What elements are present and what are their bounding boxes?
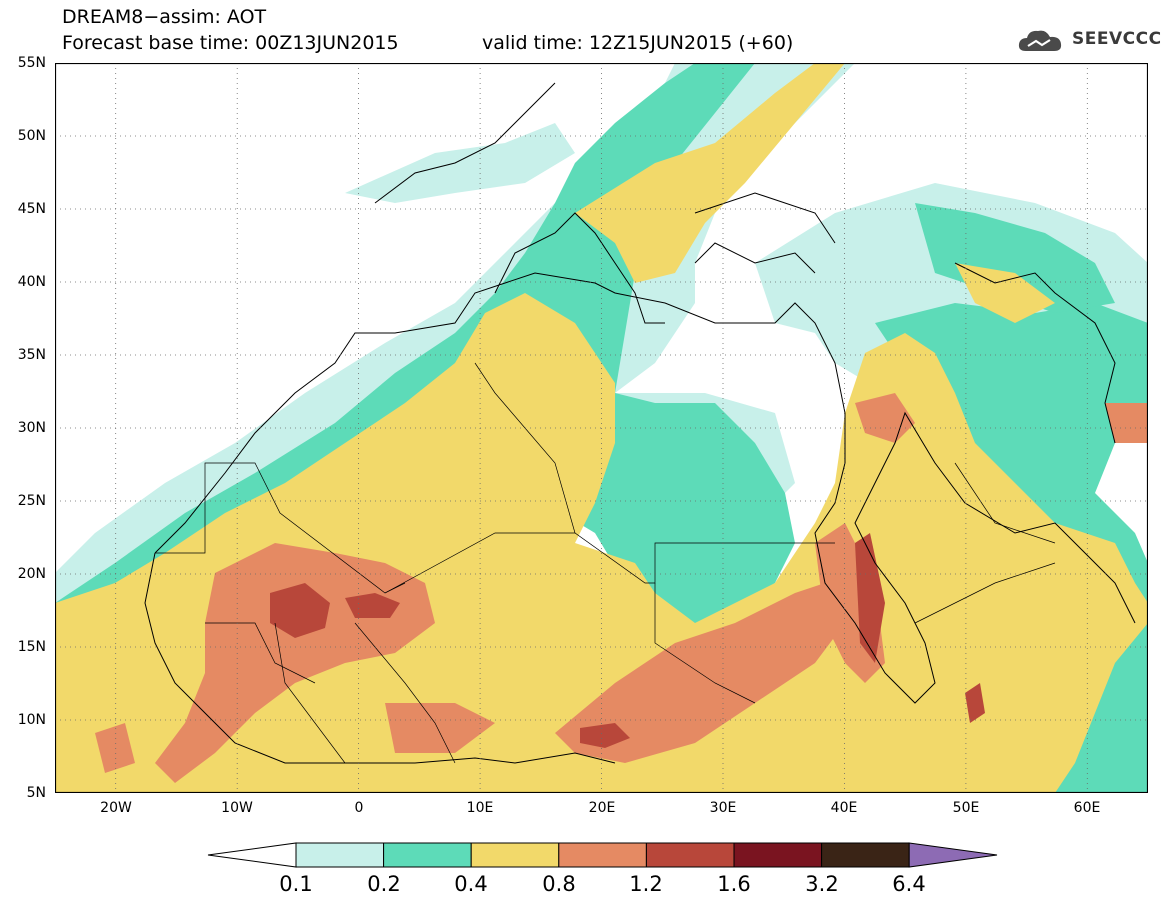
lat-lon-grid [55, 63, 1148, 793]
lon-label-10e: 10E [466, 800, 494, 816]
colorbar-label-3-2: 3.2 [805, 872, 839, 896]
colorbar-label-0-4: 0.4 [454, 872, 488, 896]
lat-label-45n: 45N [17, 201, 46, 217]
colorbar-label-6-4: 6.4 [892, 872, 926, 896]
lat-label-10n: 10N [17, 712, 46, 728]
valid-time: valid time: 12Z15JUN2015 (+60) [482, 32, 794, 54]
colorbar-label-0-1: 0.1 [279, 872, 313, 896]
colorbar-swatch-4 [645, 842, 735, 868]
lon-label-0: 0 [354, 800, 364, 816]
chart-title: DREAM8−assim: AOT [62, 6, 267, 28]
lat-label-35n: 35N [17, 347, 46, 363]
colorbar-label-1-6: 1.6 [717, 872, 751, 896]
colorbar-over-arrow [908, 842, 998, 868]
cloud-logo-icon [1018, 30, 1062, 51]
lon-label-50e: 50E [952, 800, 980, 816]
lat-label-30n: 30N [17, 420, 46, 436]
colorbar-swatch-6 [821, 842, 910, 868]
forecast-base-time: Forecast base time: 00Z13JUN2015 [62, 32, 399, 54]
colorbar-swatch-2 [470, 842, 560, 868]
lat-label-5n: 5N [26, 785, 46, 801]
lat-label-50n: 50N [17, 128, 46, 144]
colorbar-label-0-8: 0.8 [542, 872, 576, 896]
lat-label-15n: 15N [17, 639, 46, 655]
colorbar-swatch-1 [383, 842, 472, 868]
colorbar-label-1-2: 1.2 [629, 872, 663, 896]
colorbar [207, 842, 998, 868]
lat-label-20n: 20N [17, 566, 46, 582]
logo-text: SEEVCCC [1072, 29, 1162, 49]
coastlines [144, 82, 1136, 764]
seevccc-logo: SEEVCCC [1016, 25, 1161, 55]
aot-level-1-2 [270, 533, 985, 748]
lon-label-30e: 30E [709, 800, 737, 816]
lat-label-25n: 25N [17, 493, 46, 509]
aot-map [55, 63, 1148, 793]
lon-label-40e: 40E [830, 800, 858, 816]
lat-label-55n: 55N [17, 55, 46, 71]
colorbar-under-arrow [207, 842, 297, 868]
map-border [55, 63, 1148, 793]
colorbar-swatch-3 [558, 842, 647, 868]
lon-label-20w: 20W [100, 800, 132, 816]
colorbar-label-0-2: 0.2 [367, 872, 401, 896]
lon-label-20e: 20E [588, 800, 616, 816]
lon-label-10w: 10W [221, 800, 253, 816]
lon-label-60e: 60E [1073, 800, 1101, 816]
lat-label-40n: 40N [17, 274, 46, 290]
colorbar-swatch-5 [733, 842, 823, 868]
colorbar-swatch-0 [295, 842, 385, 868]
